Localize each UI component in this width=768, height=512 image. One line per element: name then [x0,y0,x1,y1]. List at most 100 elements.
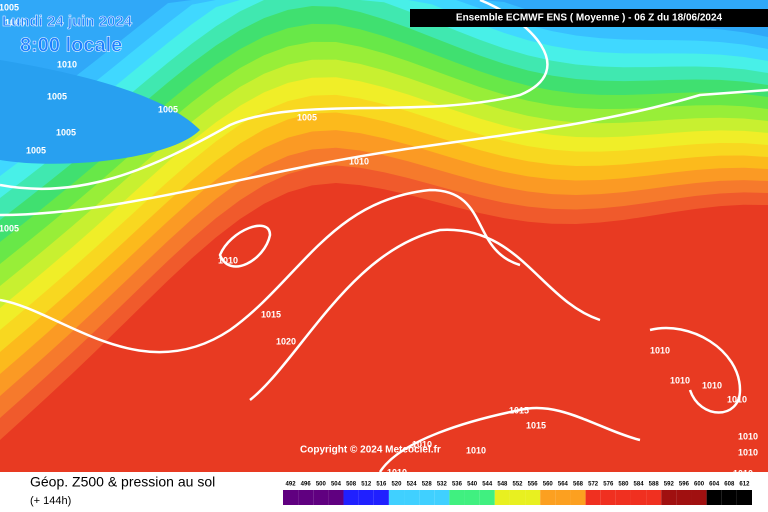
isobar-label: 1015 [526,420,546,430]
isobar-label: 1010 [738,431,758,441]
scale-label: 508 [346,482,357,488]
scale-swatch [736,490,752,505]
scale-swatch [600,490,616,505]
scale-swatch [434,490,450,505]
scale-label: 564 [558,482,569,488]
isobar-label: 1010 [670,375,690,385]
scale-swatch [419,490,435,505]
scale-label: 532 [437,482,448,488]
isobar-label: 1005 [0,2,19,12]
scale-label: 544 [482,482,493,488]
scale-swatch [525,490,541,505]
scale-swatch [630,490,647,505]
isobar-label: 1010 [57,59,77,69]
scale-label: 540 [467,482,478,488]
scale-swatch [358,490,374,505]
scale-label: 492 [286,482,297,488]
scale-swatch [328,490,344,505]
footer-subtitle: (+ 144h) [30,495,71,507]
scale-label: 512 [361,482,372,488]
isobar-label: 1005 [47,91,67,101]
isobar-label: 1015 [509,405,529,415]
scale-swatch [555,490,571,505]
forecast-date: Lundi 24 juin 2024 [2,13,133,30]
isobar-label: 1005 [26,145,46,155]
scale-swatch [661,490,677,505]
scale-label: 568 [573,482,584,488]
scale-label: 592 [664,482,675,488]
scale-swatch [706,490,722,505]
low-core [0,60,200,164]
scale-swatch [479,490,495,505]
isobar-label: 1010 [727,394,747,404]
scale-swatch [343,490,359,505]
scale-swatch [509,490,526,505]
geopotential-bands [0,0,768,440]
scale-label: 600 [694,482,705,488]
forecast-time: 8:00 locale [20,34,122,56]
isobar-label: 1010 [738,447,758,457]
copyright: Copyright © 2024 Meteociel.fr [300,445,441,456]
isobar-label: 1015 [261,309,281,319]
isobar-label: 1010 [218,255,238,265]
scale-label: 596 [679,482,690,488]
scale-label: 528 [422,482,433,488]
isobar [218,224,272,268]
isobar-label: 1005 [158,104,178,114]
scale-label: 516 [376,482,387,488]
isobar-label: 1005 [297,112,317,122]
scale-label: 500 [316,482,327,488]
scale-label: 504 [331,482,342,488]
run-info: Ensemble ECMWF ENS ( Moyenne ) - 06 Z du… [456,13,723,24]
isobar-label: 1010 [412,439,432,449]
scale-swatch [283,490,299,505]
scale-swatch [570,490,586,505]
scale-swatch [691,490,707,505]
scale-label: 536 [452,482,463,488]
isobar-label: 1010 [702,380,722,390]
scale-swatch [540,490,556,505]
scale-label: 580 [618,482,629,488]
isobar-label: 1005 [0,223,19,233]
isobar [0,0,549,191]
scale-swatch [373,490,389,505]
scale-swatch [449,490,465,505]
scale-swatch [404,490,420,505]
isobar-lines [0,0,768,473]
run-banner [410,9,768,27]
scale-swatch [646,490,662,505]
isobar [0,88,768,217]
scale-swatch [721,490,737,505]
scale-swatch [313,490,329,505]
isobar-label: 1010 [650,345,670,355]
scale-swatch [615,490,631,505]
isobar [0,188,521,354]
footer-title: Géop. Z500 & pression au sol [30,474,215,490]
scale-label: 552 [512,482,523,488]
scale-label: 612 [739,482,750,488]
isobar-label: 1020 [276,336,296,346]
isobar-label: 1010 [349,156,369,166]
scale-label: 604 [709,482,720,488]
isobar-label: 1005 [56,127,76,137]
scale-swatch [298,490,314,505]
scale-swatch [585,490,601,505]
isobar-label: 1005 [5,17,25,27]
scale-label: 520 [391,482,402,488]
scale-label: 584 [634,482,645,488]
scale-label: 560 [543,482,554,488]
band [0,0,768,176]
isobar [378,406,641,473]
scale-label: 524 [407,482,418,488]
scale-label: 576 [603,482,614,488]
scale-swatch [676,490,692,505]
scale-label: 588 [649,482,660,488]
scale-swatch [464,490,480,505]
isobar-label: 1010 [466,445,486,455]
scale-label: 548 [497,482,508,488]
scale-label: 556 [528,482,539,488]
scale-swatch [494,490,510,505]
scale-label: 572 [588,482,599,488]
scale-label: 496 [301,482,312,488]
isobar [649,326,742,414]
